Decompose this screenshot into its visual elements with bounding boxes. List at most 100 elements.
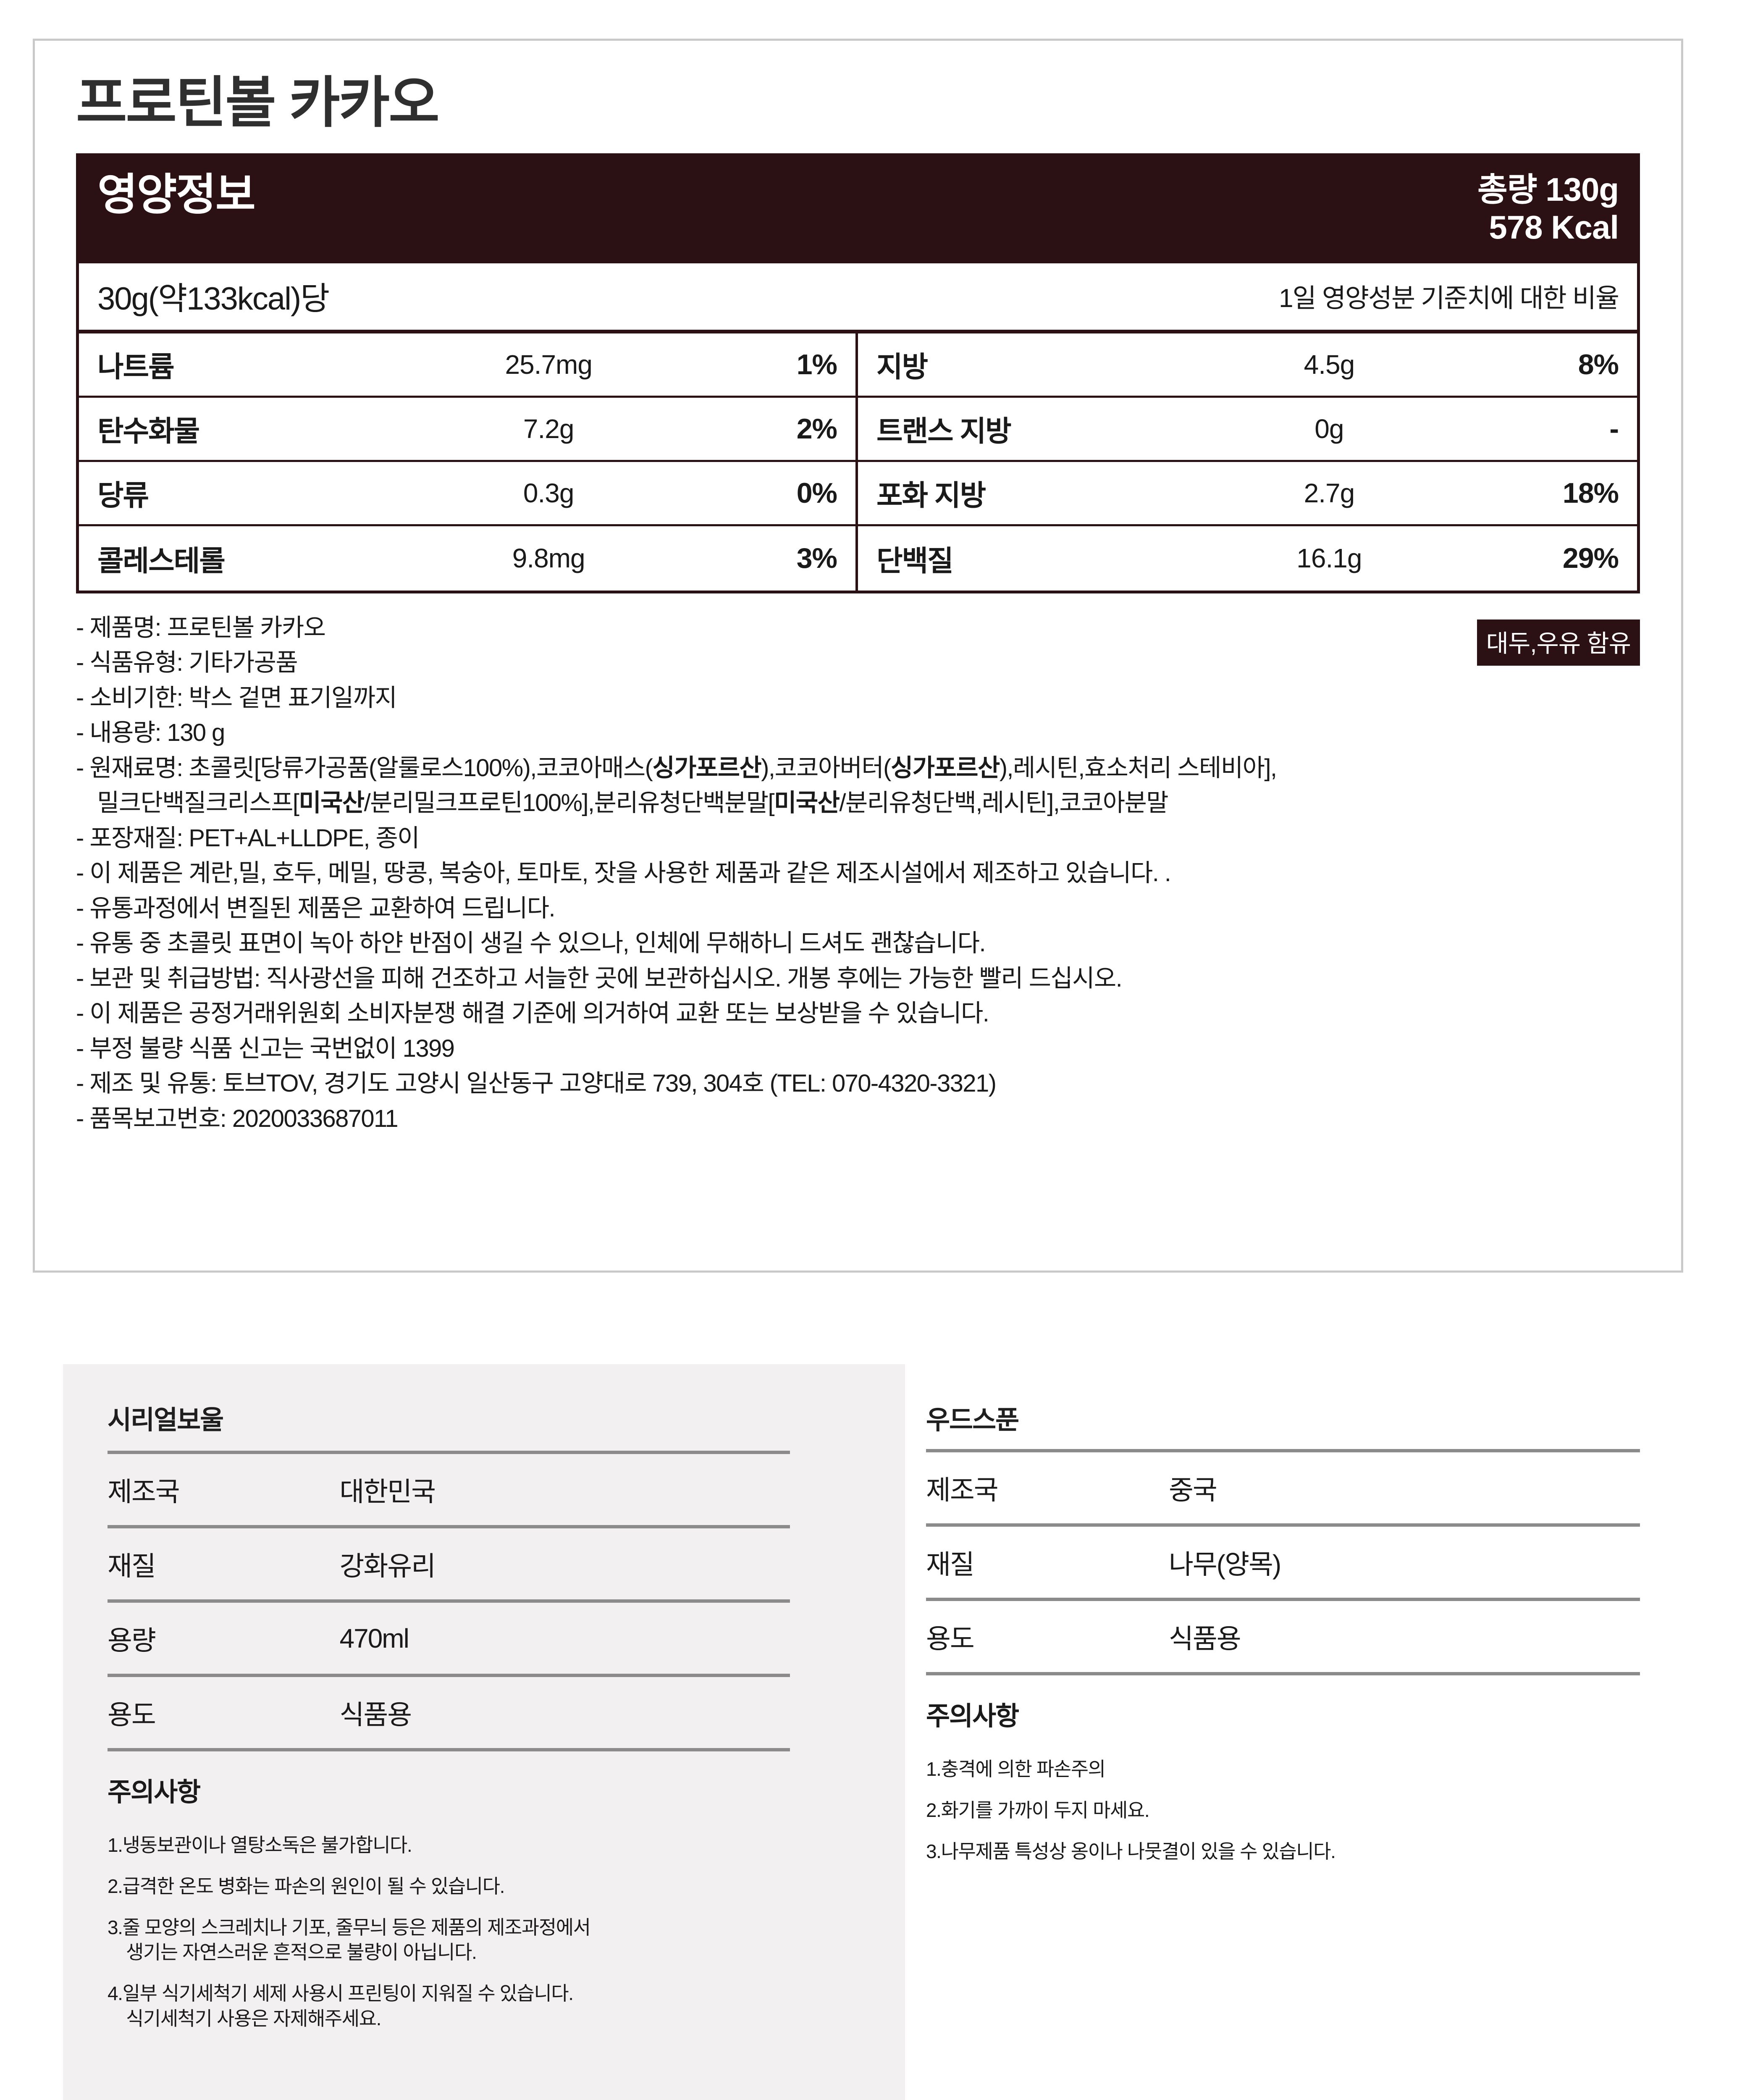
spec-key: 용도: [926, 1623, 975, 1654]
table-row: 콜레스테롤 9.8mg 3%: [79, 526, 855, 591]
ingredients-prefix: - 원재료명: 초콜릿[당류가공품(알룰로스100%),코코아매스(: [76, 754, 653, 782]
serving-basis: 30g(약133kcal)당: [97, 281, 330, 317]
wood-spoon-spec-column: 우드스푼 제조국 중국 재질 나무(양목) 용도 식품용 주의사항 1.충격에 …: [926, 1399, 1640, 1880]
info-line-bloom: - 유통 중 초콜릿 표면이 녹아 하얀 반점이 생길 수 있으나, 인체에 무…: [76, 929, 986, 957]
spec-key: 제조국: [108, 1476, 180, 1507]
nutrient-name: 지방: [876, 351, 928, 383]
nutrient-name: 탄수화물: [97, 415, 200, 448]
nutrition-header-title: 영양정보: [97, 170, 256, 219]
nutrient-value: 4.5g: [1304, 349, 1355, 380]
table-row: 용량 470ml: [108, 1603, 790, 1677]
nutrient-percent: 0%: [796, 477, 837, 509]
serving-row: 30g(약133kcal)당 1일 영양성분 기준치에 대한 비율: [79, 263, 1637, 333]
nutrient-name: 콜레스테롤: [97, 545, 226, 577]
origin-usa-2: 미국산: [774, 789, 840, 817]
table-row: 지방 4.5g 8%: [858, 333, 1637, 398]
nutrient-name: 나트륨: [97, 351, 175, 383]
spec-key: 용도: [108, 1699, 156, 1730]
nutrient-percent: 29%: [1562, 542, 1619, 575]
table-row: 포화 지방 2.7g 18%: [858, 462, 1637, 526]
wood-spoon-notice-title: 주의사항: [926, 1702, 1019, 1731]
nutrition-columns: 나트륨 25.7mg 1% 탄수화물 7.2g 2% 당류 0.3g 0% 콜레…: [79, 333, 1637, 591]
nutrition-header-totals: 총량 130g 578 Kcal: [1477, 171, 1619, 247]
spec-value: 470ml: [339, 1623, 409, 1654]
cereal-bowl-title: 시리얼보울: [108, 1406, 224, 1435]
wood-spoon-title: 우드스푼: [926, 1406, 1019, 1435]
table-row: 제조국 대한민국: [108, 1454, 790, 1528]
ingredients-line-2: 밀크단백질크리스프[미국산/분리밀크프로틴100%],분리유청단백분말[미국산/…: [76, 785, 1640, 821]
origin-usa-1: 미국산: [299, 789, 365, 817]
list-item-text: 3.줄 모양의 스크레치나 기포, 줄무늬 등은 제품의 제조과정에서: [108, 1916, 591, 1938]
nutrient-value: 25.7mg: [505, 349, 592, 380]
ingredients-line2-mid: /분리밀크프로틴100%],분리유청단백분말[: [364, 789, 775, 817]
info-line-food-type: - 식품유형: 기타가공품: [76, 649, 298, 677]
table-row: 탄수화물 7.2g 2%: [79, 398, 855, 462]
nutrient-value: 0.3g: [523, 478, 575, 508]
total-amount: 총량 130g: [1477, 171, 1619, 208]
list-item: 1.충격에 의한 파손주의: [926, 1758, 1106, 1780]
origin-singapore-1: 싱가포르산: [652, 754, 761, 782]
nutrition-card: 프로틴볼 카카오 영양정보 총량 130g 578 Kcal 30g(약133k…: [33, 39, 1683, 1273]
spec-value: 대한민국: [339, 1476, 436, 1507]
list-item-text-cont: 생기는 자연스러운 흔적으로 불량이 아닙니다.: [126, 1941, 477, 1964]
nutrient-value: 0g: [1314, 413, 1344, 444]
product-info-block: 대두,우유 함유 - 제품명: 프로틴볼 카카오 - 식품유형: 기타가공품 -…: [76, 610, 1640, 1137]
cereal-bowl-panel-background: [63, 1364, 905, 2100]
table-row: 당류 0.3g 0%: [79, 462, 855, 526]
table-row: 나트륨 25.7mg 1%: [79, 333, 855, 398]
info-line-packaging: - 포장재질: PET+AL+LLDPE, 종이: [76, 824, 420, 852]
nutrient-percent: 1%: [796, 348, 837, 381]
nutrition-column-right: 지방 4.5g 8% 트랜스 지방 0g - 포화 지방 2.7g 18% 단백…: [858, 333, 1637, 591]
spec-key: 재질: [926, 1549, 975, 1580]
spec-value: 중국: [1169, 1475, 1217, 1505]
info-line-dispute: - 이 제품은 공정거래위원회 소비자분쟁 해결 기준에 의거하여 교환 또는 …: [76, 1000, 989, 1027]
nutrition-facts-box: 영양정보 총량 130g 578 Kcal 30g(약133kcal)당 1일 …: [76, 153, 1640, 593]
spec-key: 재질: [108, 1551, 156, 1581]
nutrition-column-left: 나트륨 25.7mg 1% 탄수화물 7.2g 2% 당류 0.3g 0% 콜레…: [79, 333, 858, 591]
nutrient-name: 트랜스 지방: [876, 415, 1012, 448]
spec-value: 나무(양목): [1169, 1549, 1281, 1580]
list-item: 1.냉동보관이나 열탕소독은 불가합니다.: [108, 1834, 412, 1856]
wood-spoon-spec-table: 제조국 중국 재질 나무(양목) 용도 식품용: [926, 1449, 1640, 1675]
spec-value: 식품용: [1169, 1623, 1241, 1654]
info-line-ingredients: - 원재료명: 초콜릿[당류가공품(알룰로스100%),코코아매스(싱가포르산)…: [76, 751, 1640, 821]
cereal-bowl-notice-list: 1.냉동보관이나 열탕소독은 불가합니다. 2.급격한 온도 병화는 파손의 원…: [108, 1833, 790, 2032]
info-line-exchange: - 유통과정에서 변질된 제품은 교환하여 드립니다.: [76, 894, 556, 922]
list-item-text-cont: 식기세척기 사용은 자제해주세요.: [126, 2007, 381, 2029]
nutrient-name: 포화 지방: [876, 480, 986, 512]
cereal-bowl-spec-column: 시리얼보울 제조국 대한민국 재질 강화유리 용량 470ml 용도 식품용 주…: [108, 1399, 790, 2048]
table-row: 트랜스 지방 0g -: [858, 398, 1637, 462]
nutrient-value: 9.8mg: [512, 543, 585, 574]
info-line-manufacturer: - 제조 및 유통: 토브TOV, 경기도 고양시 일산동구 고양대로 739,…: [76, 1070, 997, 1097]
info-line-report-number: - 품목보고번호: 2020033687011: [76, 1105, 399, 1132]
total-kcal: 578 Kcal: [1489, 209, 1619, 246]
table-row: 용도 식품용: [926, 1601, 1640, 1675]
nutrient-value: 16.1g: [1296, 543, 1362, 574]
table-row: 제조국 중국: [926, 1452, 1640, 1527]
nutrition-facts-header: 영양정보 총량 130g 578 Kcal: [79, 156, 1637, 263]
list-item: 4.일부 식기세척기 세제 사용시 프린팅이 지워질 수 있습니다. 식기세척기 …: [108, 1981, 790, 2032]
list-item: 2.급격한 온도 병화는 파손의 원인이 될 수 있습니다.: [108, 1875, 505, 1897]
spec-value: 식품용: [339, 1699, 412, 1730]
wood-spoon-notice-list: 1.충격에 의한 파손주의 2.화기를 가까이 두지 마세요. 3.나무제품 특…: [926, 1757, 1640, 1864]
nutrient-percent: 18%: [1562, 477, 1619, 509]
nutrient-percent: 3%: [796, 542, 837, 575]
ingredients-mid-2: ),레시틴,효소처리 스테비아],: [999, 754, 1277, 782]
list-item: 2.화기를 가까이 두지 마세요.: [926, 1799, 1150, 1821]
info-line-expiry: - 소비기한: 박스 겉면 표기일까지: [76, 684, 397, 711]
table-row: 재질 강화유리: [108, 1528, 790, 1603]
nutrient-name: 당류: [97, 480, 149, 512]
spec-value: 강화유리: [339, 1551, 436, 1581]
info-line-report-hotline: - 부정 불량 식품 신고는 국번없이 1399: [76, 1034, 455, 1062]
daily-value-note: 1일 영양성분 기준치에 대한 비율: [1279, 284, 1619, 313]
allergen-badge: 대두,우유 함유: [1477, 619, 1640, 666]
table-row: 재질 나무(양목): [926, 1527, 1640, 1601]
list-item: 3.나무제품 특성상 옹이나 나뭇결이 있을 수 있습니다.: [926, 1840, 1336, 1862]
spec-key: 제조국: [926, 1475, 999, 1505]
nutrient-percent: -: [1609, 412, 1619, 445]
list-item-text: 4.일부 식기세척기 세제 사용시 프린팅이 지워질 수 있습니다.: [108, 1982, 574, 2005]
ingredients-line2-prefix: 밀크단백질크리스프[: [97, 789, 299, 817]
info-line-net-weight: - 내용량: 130 g: [76, 719, 225, 747]
table-row: 단백질 16.1g 29%: [858, 526, 1637, 591]
